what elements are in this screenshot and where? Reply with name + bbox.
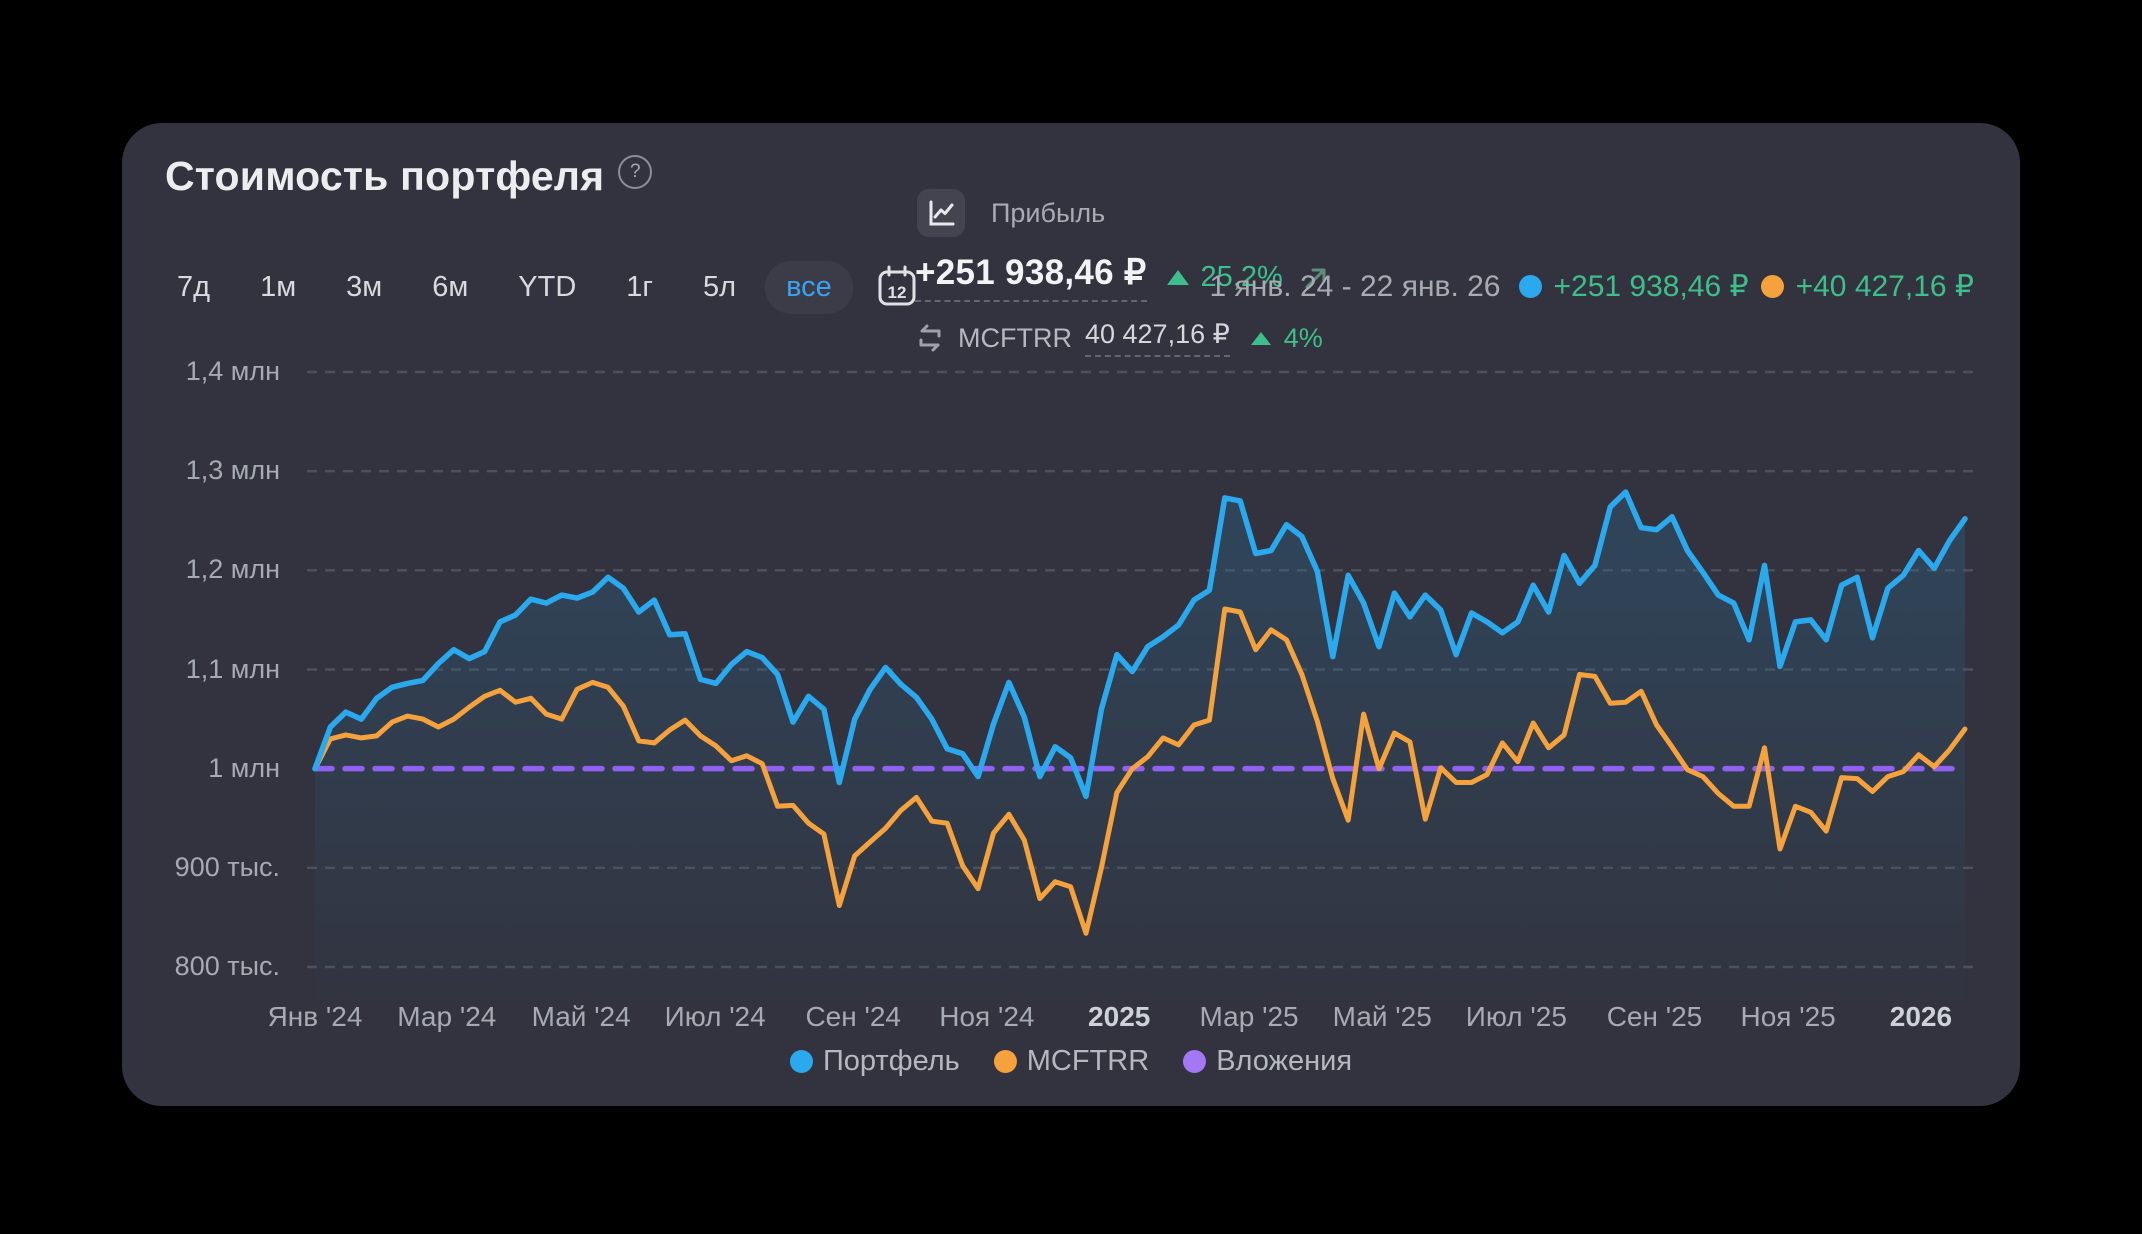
y-axis-label: 1 млн (208, 752, 280, 783)
range-button-все[interactable]: все (765, 260, 853, 314)
period-portfolio-value: +251 938,46 ₽ (1553, 270, 1749, 303)
help-icon[interactable]: ? (618, 155, 653, 189)
calendar-icon: 12 (878, 265, 916, 306)
x-axis-label: Мар '24 (397, 1001, 497, 1032)
x-axis-label: 2025 (1088, 1001, 1151, 1032)
y-axis-label: 800 тыс. (174, 951, 280, 981)
card-header: Стоимость портфеля ? (165, 153, 653, 200)
period-summary: 1 янв. 24 - 22 янв. 26 +251 938,46 ₽ +40… (1210, 269, 1974, 304)
x-axis-label: Май '25 (1332, 1001, 1432, 1032)
y-axis-label: 1,3 млн (185, 455, 280, 486)
range-button-3м[interactable]: 3м (325, 261, 403, 314)
profit-label: Прибыль (991, 197, 1106, 228)
legend-item-MCFTRR[interactable]: MCFTRR (993, 1045, 1150, 1078)
benchmark-value[interactable]: 40 427,16 ₽ (1084, 319, 1230, 357)
triangle-up-icon (1166, 270, 1189, 285)
period-benchmark-value: +40 427,16 ₽ (1795, 270, 1974, 303)
x-axis-label: Янв '24 (267, 1001, 363, 1032)
triangle-up-icon (1250, 331, 1271, 345)
benchmark-name: MCFTRR (958, 322, 1072, 353)
legend-dot-icon (993, 1050, 1017, 1073)
legend-item-Вложения[interactable]: Вложения (1183, 1045, 1352, 1078)
profit-chart-toggle-button[interactable] (917, 189, 965, 237)
legend-dot-icon (789, 1050, 813, 1073)
swap-icon[interactable] (915, 322, 945, 354)
x-axis-label: 2026 (1889, 1001, 1953, 1032)
benchmark-percent: 4% (1283, 322, 1323, 353)
range-button-1м[interactable]: 1м (239, 261, 317, 314)
line-chart-icon (929, 200, 955, 226)
x-axis-label: Ноя '25 (1740, 1001, 1836, 1032)
range-selector: 7д 1м 3м 6м YTD 1г 5л все 12 (156, 260, 929, 314)
y-axis-label: 1,4 млн (185, 356, 280, 386)
legend-label: MCFTRR (1026, 1045, 1150, 1077)
legend-label: Вложения (1216, 1045, 1353, 1077)
legend-dot-icon (1183, 1050, 1207, 1073)
x-axis-label: Сен '25 (1606, 1001, 1703, 1032)
portfolio-area-fill (315, 492, 1965, 1000)
y-axis-label: 1,2 млн (185, 554, 280, 585)
x-axis-label: Июл '24 (664, 1001, 766, 1032)
portfolio-dot-icon (1518, 275, 1542, 298)
benchmark-dot-icon (1760, 275, 1784, 298)
y-axis-label: 900 тыс. (174, 851, 280, 882)
date-range: 1 янв. 24 - 22 янв. 26 (1209, 269, 1501, 303)
profit-value[interactable]: +251 938,46 ₽ (915, 253, 1147, 302)
page-title: Стоимость портфеля (165, 153, 605, 199)
legend-item-Портфель[interactable]: Портфель (789, 1045, 960, 1078)
benchmark-line (312, 606, 1968, 936)
portfolio-line (312, 489, 1968, 800)
profit-header: Прибыль (917, 189, 1105, 237)
benchmark-row: MCFTRR 40 427,16 ₽ 4% (915, 319, 1323, 357)
chart-legend: Портфель MCFTRR Вложения (789, 1045, 1352, 1078)
calendar-button[interactable]: 12 (865, 260, 929, 314)
trend-up-arrow-icon (1305, 268, 1326, 288)
portfolio-card: Стоимость портфеля ? 7д 1м 3м 6м YTD 1г 5л все 1… (122, 123, 2020, 1106)
svg-text:12: 12 (887, 283, 906, 302)
profit-percent: 25,2% (1200, 261, 1283, 293)
chart-plot[interactable] (258, 333, 2000, 1010)
range-button-YTD[interactable]: YTD (497, 261, 597, 314)
legend-label: Портфель (822, 1045, 960, 1077)
x-axis-label: Мар '25 (1199, 1001, 1299, 1032)
range-button-6м[interactable]: 6м (411, 261, 489, 314)
profit-main-row: +251 938,46 ₽ 25,2% (915, 253, 1331, 302)
range-button-7д[interactable]: 7д (156, 261, 231, 314)
x-axis-label: Июл '25 (1465, 1001, 1567, 1032)
x-axis-label: Ноя '24 (939, 1001, 1035, 1032)
range-button-5л[interactable]: 5л (682, 261, 757, 314)
x-axis-label: Май '24 (531, 1001, 631, 1032)
range-button-1г[interactable]: 1г (605, 261, 674, 314)
y-axis-label: 1,1 млн (185, 653, 280, 684)
x-axis-label: Сен '24 (805, 1001, 901, 1032)
